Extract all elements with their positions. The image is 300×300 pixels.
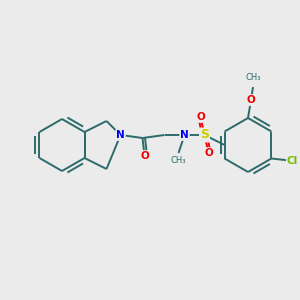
Text: N: N	[116, 130, 125, 140]
Text: O: O	[204, 148, 213, 158]
Text: CH₃: CH₃	[171, 156, 186, 165]
Text: CH₃: CH₃	[245, 73, 261, 82]
Text: O: O	[140, 151, 149, 161]
Text: O: O	[196, 112, 205, 122]
Text: S: S	[200, 128, 209, 142]
Text: O: O	[247, 95, 255, 105]
Text: Cl: Cl	[287, 155, 298, 166]
Text: N: N	[180, 130, 189, 140]
